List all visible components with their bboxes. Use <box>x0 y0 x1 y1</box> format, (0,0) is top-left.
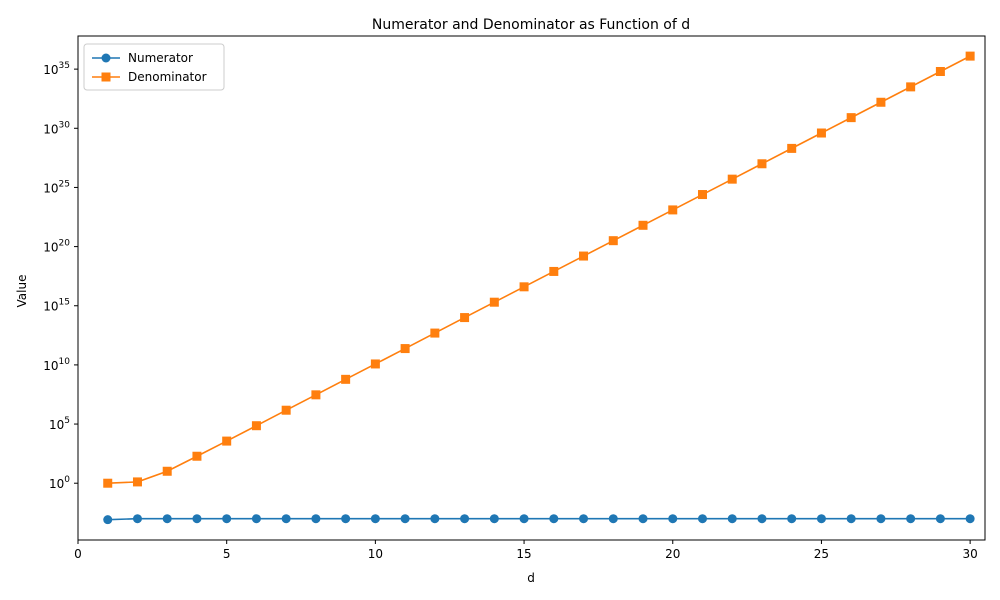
series-line-numerator <box>107 517 971 521</box>
data-point-numerator <box>579 514 589 524</box>
data-point-denominator <box>460 313 470 323</box>
series-line-denominator <box>107 55 971 485</box>
data-point-numerator <box>906 514 916 524</box>
data-point-numerator <box>251 514 261 524</box>
data-point-denominator <box>430 328 440 338</box>
data-point-numerator <box>549 514 559 524</box>
series-numerator <box>103 514 975 525</box>
data-point-denominator <box>816 128 826 138</box>
data-point-numerator <box>103 515 113 525</box>
data-point-numerator <box>638 514 648 524</box>
data-point-numerator <box>519 514 529 524</box>
data-point-numerator <box>341 514 351 524</box>
data-point-numerator <box>935 514 945 524</box>
plot-area <box>77 35 986 541</box>
data-point-numerator <box>370 514 380 524</box>
data-point-denominator <box>192 451 202 461</box>
legend-item-numerator: Numerator <box>92 51 193 65</box>
data-point-numerator <box>846 514 856 524</box>
data-point-denominator <box>519 282 529 292</box>
data-point-numerator <box>608 514 618 524</box>
data-point-denominator <box>757 159 767 169</box>
data-point-denominator <box>222 436 232 446</box>
series-layer <box>103 51 975 525</box>
x-tick-label: 5 <box>223 547 231 561</box>
data-point-numerator <box>727 514 737 524</box>
data-point-numerator <box>697 514 707 524</box>
legend-marker <box>101 72 111 82</box>
data-point-numerator <box>132 514 142 524</box>
legend-box <box>83 43 225 91</box>
data-point-denominator <box>549 266 559 276</box>
data-point-denominator <box>935 66 945 76</box>
data-point-denominator <box>727 174 737 184</box>
legend-marker <box>101 53 111 63</box>
data-point-numerator <box>757 514 767 524</box>
data-point-denominator <box>876 97 886 107</box>
x-axis: 0 5 10 15 20 25 30 <box>74 540 978 561</box>
data-point-denominator <box>162 466 172 476</box>
data-point-numerator <box>816 514 826 524</box>
data-point-numerator <box>876 514 886 524</box>
data-point-denominator <box>103 478 113 488</box>
x-tick-label: 20 <box>665 547 680 561</box>
legend-label: Numerator <box>128 51 193 65</box>
y-tick-label: 1010 <box>43 357 70 373</box>
data-point-denominator <box>281 405 291 415</box>
y-tick-label: 100 <box>49 475 70 491</box>
x-tick-label: 30 <box>962 547 977 561</box>
data-point-denominator <box>251 421 261 431</box>
data-point-denominator <box>311 390 321 400</box>
data-point-numerator <box>222 514 232 524</box>
y-axis-label: Value <box>15 275 29 308</box>
x-tick-label: 25 <box>814 547 829 561</box>
data-point-denominator <box>608 236 618 246</box>
data-point-numerator <box>430 514 440 524</box>
y-tick-label: 1035 <box>43 61 70 77</box>
data-point-denominator <box>341 374 351 384</box>
data-point-numerator <box>162 514 172 524</box>
data-point-denominator <box>787 143 797 153</box>
y-tick-label: 1025 <box>43 179 70 195</box>
x-tick-label: 15 <box>516 547 531 561</box>
data-point-numerator <box>192 514 202 524</box>
y-axis: 100 105 1010 1015 1020 1025 1030 1035 <box>43 61 78 491</box>
chart-title: Numerator and Denominator as Function of… <box>372 17 690 33</box>
x-tick-label: 10 <box>368 547 383 561</box>
data-point-denominator <box>132 477 142 487</box>
data-point-denominator <box>846 113 856 123</box>
legend-label: Denominator <box>128 70 207 84</box>
data-point-numerator <box>787 514 797 524</box>
data-point-denominator <box>668 205 678 215</box>
data-point-numerator <box>400 514 410 524</box>
data-point-numerator <box>460 514 470 524</box>
y-tick-label: 1015 <box>43 298 70 314</box>
y-tick-label: 105 <box>49 416 70 432</box>
data-point-denominator <box>697 190 707 200</box>
data-point-denominator <box>370 359 380 369</box>
data-point-denominator <box>965 51 975 61</box>
data-point-numerator <box>668 514 678 524</box>
data-point-numerator <box>965 514 975 524</box>
data-point-denominator <box>638 220 648 230</box>
data-point-denominator <box>906 82 916 92</box>
data-point-numerator <box>311 514 321 524</box>
data-point-numerator <box>281 514 291 524</box>
y-tick-label: 1030 <box>43 120 70 136</box>
data-point-denominator <box>489 297 499 307</box>
plot-frame <box>77 35 986 541</box>
data-point-denominator <box>400 344 410 354</box>
x-axis-label: d <box>527 571 535 585</box>
data-point-denominator <box>579 251 589 261</box>
series-denominator <box>103 51 975 488</box>
legend-item-denominator: Denominator <box>92 70 207 84</box>
legend: Numerator Denominator <box>83 43 225 91</box>
x-tick-label: 0 <box>74 547 82 561</box>
data-point-numerator <box>489 514 499 524</box>
y-tick-label: 1020 <box>43 239 70 255</box>
